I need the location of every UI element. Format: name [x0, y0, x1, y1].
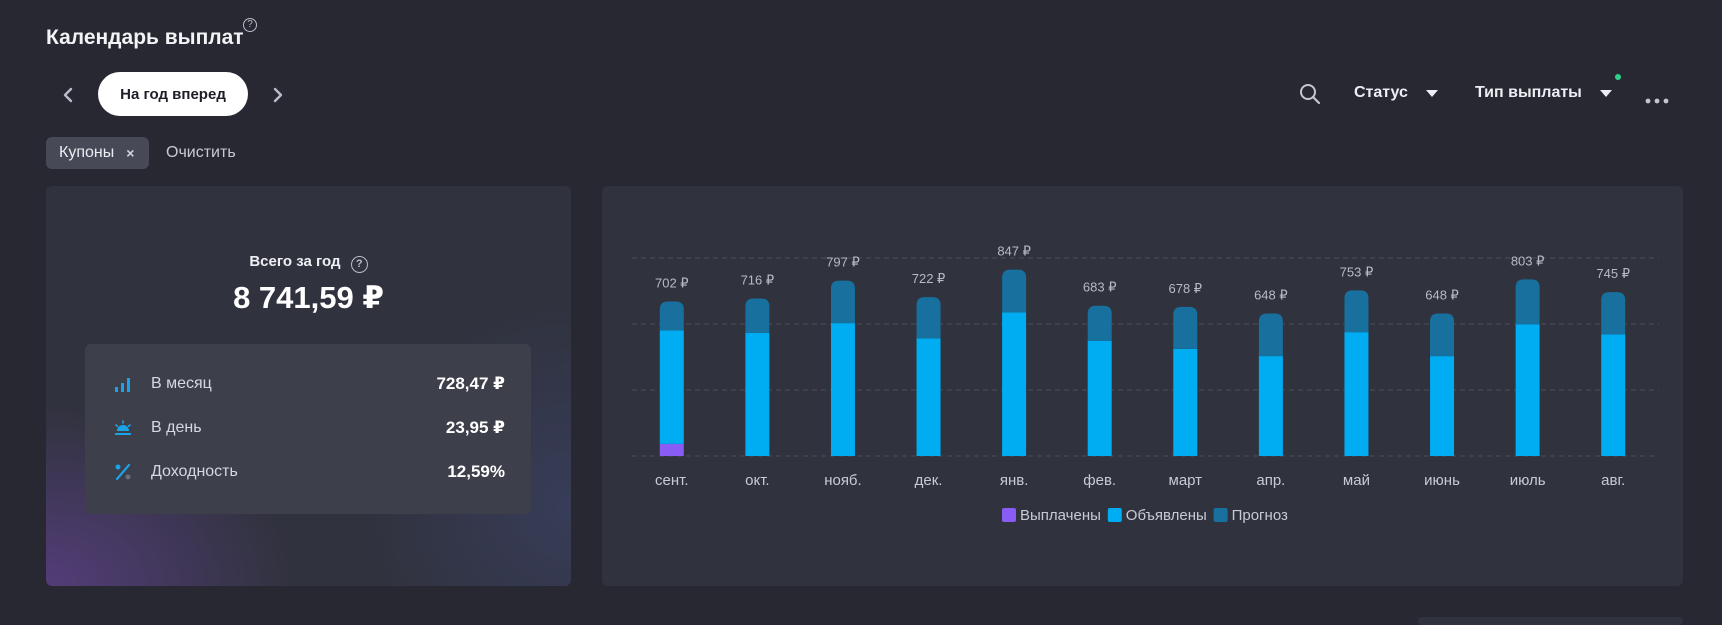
- bar-segment: [830, 280, 855, 324]
- payment-type-dropdown[interactable]: Тип выплаты: [1475, 84, 1612, 102]
- bar-segment: [1173, 306, 1198, 349]
- total-label: Всего за год: [249, 253, 341, 270]
- legend-swatch: [1002, 508, 1016, 522]
- bar-total-label: 702 ₽: [655, 276, 689, 291]
- chevron-down-icon: [1425, 89, 1438, 97]
- active-filter-indicator: [1615, 74, 1621, 80]
- x-tick-label: янв.: [1000, 472, 1029, 489]
- bar-total-label: 678 ₽: [1169, 281, 1203, 296]
- x-tick-label: дек.: [915, 472, 943, 489]
- bar-segment: [1430, 356, 1455, 456]
- x-tick-label: май: [1343, 472, 1370, 489]
- bar-chart-icon: [113, 374, 133, 394]
- bar-segment: [1344, 290, 1369, 333]
- legend-label: Прогноз: [1232, 507, 1288, 524]
- x-tick-label: нояб.: [824, 472, 862, 489]
- bar-total-label: 797 ₽: [826, 255, 860, 270]
- payment-type-label: Тип выплаты: [1475, 84, 1582, 101]
- status-filter-label: Статус: [1354, 84, 1408, 101]
- bar-segment: [1258, 313, 1283, 357]
- total-label-row: Всего за год ?: [46, 253, 571, 273]
- x-tick-label: фев.: [1083, 472, 1116, 489]
- bar-total-label: 753 ₽: [1340, 264, 1374, 279]
- stats-box: В месяц 728,47 ₽ В день 23,95 ₽ Доходнос…: [85, 344, 531, 514]
- more-horizontal-icon[interactable]: [1645, 92, 1669, 104]
- stat-row-yield: Доходность 12,59%: [85, 450, 531, 494]
- search-icon[interactable]: [1299, 83, 1321, 105]
- x-tick-label: июль: [1510, 472, 1546, 489]
- bar-total-label: 648 ₽: [1254, 287, 1288, 302]
- x-tick-label: март: [1169, 472, 1203, 489]
- stat-value: 23,95 ₽: [445, 418, 505, 437]
- bar-segment: [659, 301, 684, 331]
- bar-segment: [1002, 269, 1027, 313]
- percent-icon: [113, 462, 133, 482]
- x-tick-label: окт.: [745, 472, 769, 489]
- legend-swatch: [1107, 508, 1122, 522]
- filter-chip-label: Купоны: [59, 144, 115, 161]
- bar-segment: [1087, 305, 1112, 341]
- filter-chip-coupons: Купоны ×: [46, 137, 149, 169]
- legend-label: Выплачены: [1020, 507, 1101, 524]
- period-selector-button[interactable]: На год вперед: [98, 72, 248, 116]
- chevron-left-icon[interactable]: [57, 84, 79, 106]
- bar-segment: [745, 298, 770, 334]
- question-circle-icon[interactable]: ?: [243, 18, 257, 32]
- bar-total-label: 683 ₽: [1083, 280, 1117, 295]
- bar-total-label: 722 ₽: [912, 271, 946, 286]
- stat-label: В месяц: [151, 375, 212, 392]
- stat-row-daily: В день 23,95 ₽: [85, 406, 531, 450]
- bar-segment: [1430, 313, 1455, 357]
- x-tick-label: авг.: [1601, 472, 1625, 489]
- legend-swatch: [1213, 508, 1228, 522]
- bar-segment: [1258, 356, 1283, 456]
- bar-segment: [1173, 348, 1198, 456]
- bar-total-label: 847 ₽: [997, 244, 1031, 259]
- bar-segment: [1002, 312, 1027, 456]
- payments-chart-card: 702 ₽ сент. 716 ₽ окт. 797 ₽ нояб. 722 ₽ дек. 84…: [602, 186, 1683, 586]
- bar-total-label: 803 ₽: [1511, 253, 1545, 268]
- legend-label: Объявлены: [1126, 507, 1207, 524]
- bar-segment: [916, 338, 941, 456]
- page-title: Календарь выплат: [46, 26, 244, 49]
- bar-segment: [1087, 340, 1112, 456]
- close-icon[interactable]: ×: [126, 145, 135, 161]
- stat-value: 728,47 ₽: [436, 374, 505, 393]
- clear-filters-button[interactable]: Очистить: [166, 144, 236, 161]
- bar-segment: [745, 333, 770, 456]
- bar-segment: [830, 323, 855, 456]
- chevron-down-icon: [1599, 89, 1612, 97]
- x-tick-label: июнь: [1424, 472, 1460, 489]
- bar-total-label: 648 ₽: [1425, 287, 1459, 302]
- bar-segment: [1344, 332, 1369, 456]
- stat-value: 12,59%: [447, 462, 505, 481]
- x-tick-label: апр.: [1256, 472, 1285, 489]
- bar-segment: [1515, 324, 1540, 456]
- bar-segment: [1601, 334, 1626, 456]
- bar-segment: [659, 443, 684, 456]
- x-tick-label: сент.: [655, 472, 689, 489]
- bar-segment: [1515, 279, 1540, 325]
- question-circle-icon[interactable]: ?: [350, 256, 368, 273]
- stat-label: Доходность: [151, 463, 238, 480]
- summary-card: Всего за год ? 8 741,59 ₽ В месяц 728,47…: [46, 186, 571, 586]
- sunrise-icon: [113, 418, 133, 438]
- bar-segment: [659, 330, 684, 444]
- payments-bar-chart: 702 ₽ сент. 716 ₽ окт. 797 ₽ нояб. 722 ₽ дек. 84…: [632, 244, 1659, 524]
- bar-segment: [916, 297, 941, 339]
- bar-segment: [1601, 292, 1626, 335]
- bar-total-label: 745 ₽: [1596, 266, 1630, 281]
- bar-total-label: 716 ₽: [741, 272, 775, 287]
- status-filter-dropdown[interactable]: Статус: [1354, 84, 1438, 102]
- stat-label: В день: [151, 419, 202, 436]
- total-value: 8 741,59 ₽: [233, 280, 384, 315]
- chevron-right-icon[interactable]: [267, 84, 289, 106]
- stat-row-monthly: В месяц 728,47 ₽: [85, 362, 531, 406]
- next-card-edge: [1418, 617, 1683, 625]
